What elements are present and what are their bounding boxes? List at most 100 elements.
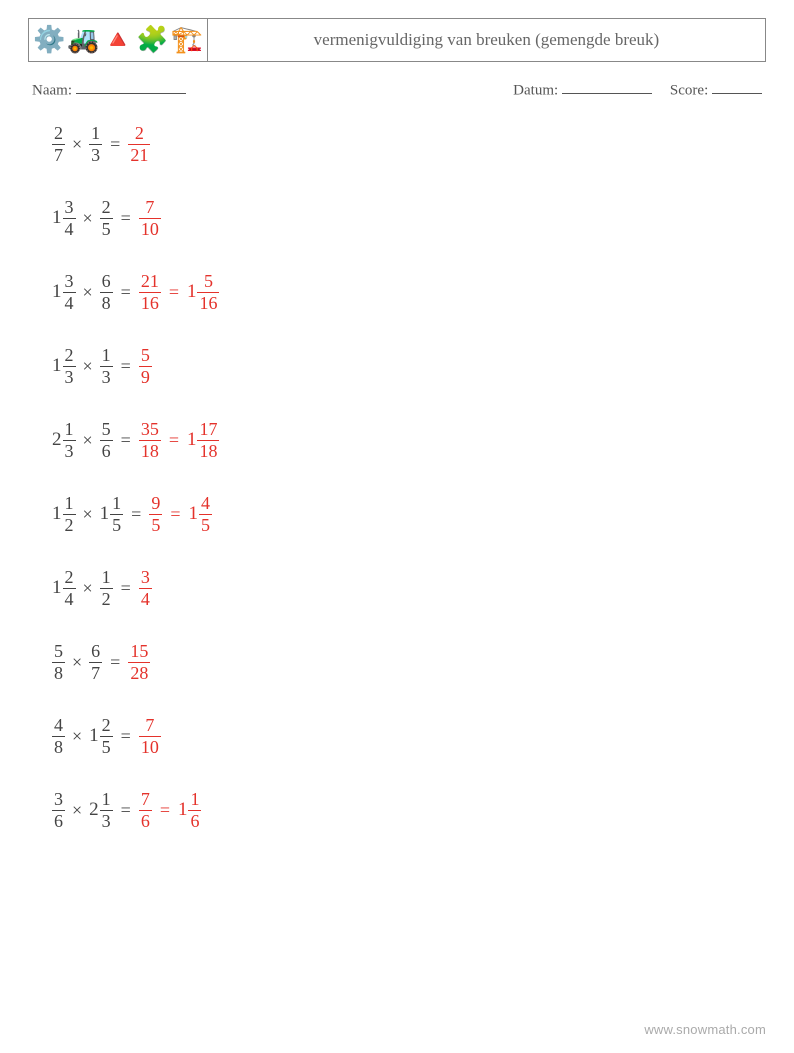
numerator: 3 [63,198,76,218]
fraction: 25 [100,716,113,757]
numerator: 17 [197,420,219,440]
operand-fraction: 56 [100,420,113,461]
fraction: 45 [199,494,212,535]
denominator: 10 [139,736,161,757]
denominator: 8 [52,736,65,757]
equals-sign: = [121,282,131,303]
problem-row: 123×13=59 [52,343,766,389]
operand-fraction: 112 [52,494,76,535]
fraction: 36 [52,790,65,831]
date-label: Datum: [513,82,558,98]
date-blank[interactable] [562,80,652,94]
numerator: 3 [52,790,65,810]
numerator: 35 [139,420,161,440]
operand-fraction: 58 [52,642,65,683]
numerator: 6 [89,642,102,662]
denominator: 16 [197,292,219,313]
numerator: 7 [139,790,152,810]
equals-sign: = [170,504,180,525]
denominator: 28 [128,662,150,683]
whole-part: 1 [52,577,62,599]
operand-fraction: 12 [100,568,113,609]
whole-part: 1 [52,281,62,303]
fraction: 516 [197,272,219,313]
fraction: 13 [100,790,113,831]
equals-sign: = [121,430,131,451]
numerator: 5 [139,346,152,366]
denominator: 6 [188,810,201,831]
denominator: 21 [128,144,150,165]
worksheet-header: ⚙️🚜🔺🧩🏗️ vermenigvuldiging van breuken (g… [28,18,766,62]
whole-part: 1 [187,281,197,303]
numerator: 2 [100,716,113,736]
fraction: 34 [63,272,76,313]
denominator: 3 [100,810,113,831]
fraction: 25 [100,198,113,239]
equals-sign: = [169,430,179,451]
operand-fraction: 48 [52,716,65,757]
fraction: 3518 [139,420,161,461]
numerator: 7 [143,198,156,218]
equals-sign: = [110,652,120,673]
times-operator: × [83,430,93,451]
equals-sign: = [121,578,131,599]
fraction: 76 [139,790,152,831]
numerator: 2 [100,198,113,218]
operand-fraction: 134 [52,272,76,313]
fraction: 12 [100,568,113,609]
denominator: 6 [100,440,113,461]
numerator: 7 [143,716,156,736]
numerator: 1 [100,790,113,810]
fraction: 67 [89,642,102,683]
fraction: 56 [100,420,113,461]
numerator: 9 [149,494,162,514]
meta-row: Naam: Datum: Score: [32,80,762,99]
fraction: 15 [110,494,123,535]
answer-fraction: 1528 [128,642,150,683]
score-field: Score: [670,80,762,99]
problem-row: 134×68=2116=1516 [52,269,766,315]
times-operator: × [83,208,93,229]
answer-fraction: 3518 [139,420,161,461]
name-blank[interactable] [76,80,186,94]
whole-part: 1 [100,503,110,525]
fraction: 23 [63,346,76,387]
times-operator: × [72,134,82,155]
fraction: 13 [63,420,76,461]
times-operator: × [72,800,82,821]
denominator: 3 [63,366,76,387]
denominator: 10 [139,218,161,239]
header-icons: ⚙️🚜🔺🧩🏗️ [29,19,208,61]
operand-fraction: 13 [89,124,102,165]
fraction: 68 [100,272,113,313]
times-operator: × [83,356,93,377]
whole-part: 2 [52,429,62,451]
denominator: 4 [63,588,76,609]
worksheet-title: vermenigvuldiging van breuken (gemengde … [208,19,765,61]
denominator: 18 [197,440,219,461]
equals-sign: = [110,134,120,155]
equals-sign: = [169,282,179,303]
fraction: 2116 [139,272,161,313]
numerator: 1 [188,790,201,810]
numerator: 2 [52,124,65,144]
denominator: 4 [63,292,76,313]
score-label: Score: [670,82,708,98]
numerator: 1 [63,420,76,440]
denominator: 6 [52,810,65,831]
name-field: Naam: [32,80,186,99]
denominator: 5 [110,514,123,535]
denominator: 7 [52,144,65,165]
denominator: 6 [139,810,152,831]
fraction: 24 [63,568,76,609]
fraction: 1718 [197,420,219,461]
score-blank[interactable] [712,80,762,94]
whole-part: 1 [52,207,62,229]
problem-row: 112×115=95=145 [52,491,766,537]
answer-fraction: 1516 [187,272,220,313]
numerator: 2 [63,568,76,588]
fraction: 1528 [128,642,150,683]
fraction: 34 [139,568,152,609]
header-icon: ⚙️ [33,27,65,53]
whole-part: 1 [187,429,197,451]
